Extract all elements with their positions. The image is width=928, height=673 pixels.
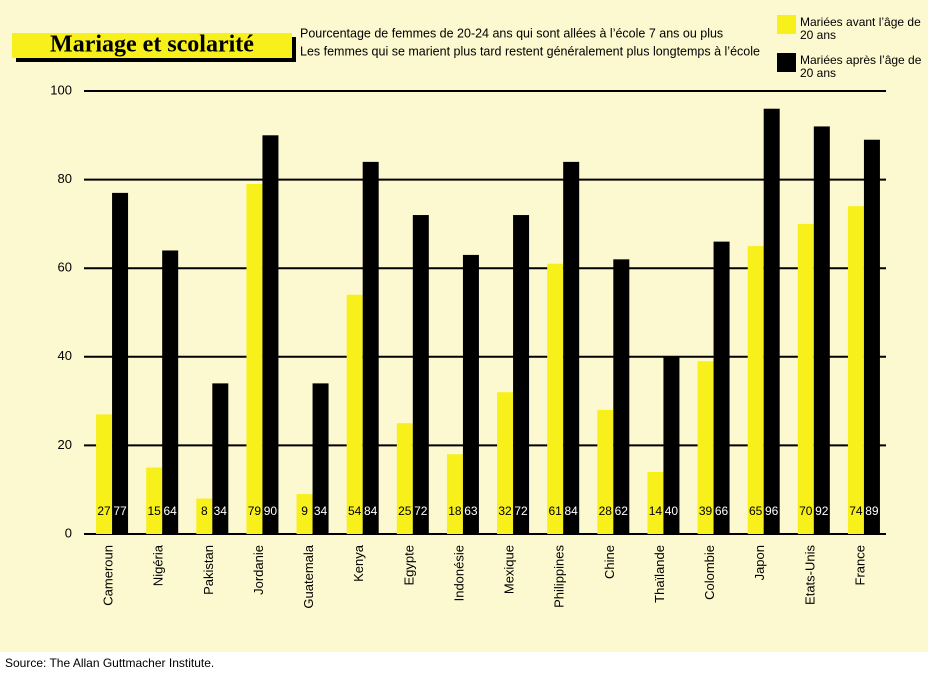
value-label: 72	[514, 504, 528, 518]
legend-swatch	[777, 15, 796, 34]
bar	[847, 206, 864, 534]
bar	[747, 246, 764, 535]
x-tick-label: Nigéria	[151, 544, 166, 586]
bar	[613, 259, 630, 534]
bar	[312, 383, 329, 534]
bar	[713, 241, 730, 534]
bar	[597, 409, 614, 534]
bar	[112, 192, 129, 534]
bar	[863, 139, 880, 535]
y-tick-label: 60	[58, 260, 72, 275]
x-tick-label: Pakistan	[201, 545, 216, 595]
y-tick-label: 0	[65, 525, 72, 540]
subtitle: Pourcentage de femmes de 20-24 ans qui s…	[300, 26, 723, 40]
x-tick-label: Philippines	[552, 545, 567, 608]
legend-label: Mariées après l’âge de 20 ans	[800, 53, 922, 80]
value-label: 34	[314, 504, 328, 518]
value-label: 64	[164, 504, 178, 518]
value-label: 84	[565, 504, 579, 518]
bar	[196, 498, 213, 534]
value-label: 61	[549, 504, 563, 518]
bar	[813, 126, 830, 534]
legend-swatch	[777, 53, 796, 72]
bar	[513, 215, 530, 535]
x-tick-label: Chine	[602, 545, 617, 579]
value-label: 25	[398, 504, 412, 518]
bar	[497, 392, 514, 534]
x-tick-label: Guatemala	[301, 544, 316, 608]
bar	[346, 294, 363, 534]
bar	[647, 471, 664, 534]
bar	[663, 356, 680, 534]
value-label: 65	[749, 504, 763, 518]
bar	[412, 215, 429, 535]
x-tick-label: Etats-Unis	[802, 545, 817, 605]
y-tick-label: 40	[58, 348, 72, 363]
subtitle: Les femmes qui se marient plus tard rest…	[300, 44, 760, 58]
value-label: 63	[464, 504, 478, 518]
bar	[262, 135, 279, 535]
y-tick-label: 80	[58, 171, 72, 186]
y-tick-label: 100	[50, 82, 72, 97]
value-label: 39	[699, 504, 713, 518]
x-tick-label: Thaïlande	[652, 545, 667, 603]
x-tick-label: Japon	[752, 545, 767, 580]
value-label: 28	[599, 504, 613, 518]
bar	[146, 467, 163, 534]
x-tick-label: Jordanie	[251, 545, 266, 595]
value-label: 15	[148, 504, 162, 518]
value-label: 34	[214, 504, 228, 518]
value-label: 70	[799, 504, 813, 518]
x-tick-label: Colombie	[702, 545, 717, 600]
value-label: 40	[665, 504, 679, 518]
value-label: 14	[649, 504, 663, 518]
x-tick-label: Indonésie	[451, 545, 466, 601]
value-label: 79	[248, 504, 262, 518]
legend-label: Mariées avant l’âge de 20 ans	[800, 15, 921, 42]
value-label: 72	[414, 504, 428, 518]
value-label: 92	[815, 504, 829, 518]
bar	[462, 254, 479, 534]
bar	[763, 108, 780, 534]
value-label: 77	[113, 504, 127, 518]
source: Source: The Allan Guttmacher Institute.	[5, 656, 214, 670]
x-tick-label: Mexique	[502, 545, 517, 594]
value-label: 8	[201, 504, 208, 518]
value-label: 84	[364, 504, 378, 518]
bar	[396, 423, 413, 534]
value-label: 74	[849, 504, 863, 518]
value-label: 89	[865, 504, 879, 518]
bar	[362, 161, 379, 534]
x-tick-label: Egypte	[401, 545, 416, 585]
x-tick-label: Kenya	[351, 544, 366, 582]
x-tick-label: Cameroun	[101, 545, 116, 606]
title-box	[12, 33, 292, 58]
chart-title: Mariage et scolarité	[50, 32, 254, 58]
bar	[212, 383, 229, 534]
y-tick-label: 20	[58, 437, 72, 452]
value-label: 27	[97, 504, 111, 518]
bar	[246, 184, 263, 534]
value-label: 66	[715, 504, 729, 518]
bar	[296, 494, 313, 534]
bar	[563, 161, 580, 534]
value-label: 18	[448, 504, 462, 518]
bar	[446, 454, 463, 534]
value-label: 9	[301, 504, 308, 518]
x-tick-label: France	[852, 545, 867, 585]
bar	[162, 250, 179, 535]
value-label: 32	[498, 504, 512, 518]
bar	[697, 361, 714, 534]
value-label: 90	[264, 504, 278, 518]
value-label: 62	[615, 504, 629, 518]
bar	[547, 263, 564, 534]
value-label: 54	[348, 504, 362, 518]
bar	[797, 223, 814, 534]
bar	[96, 414, 113, 534]
value-label: 96	[765, 504, 779, 518]
